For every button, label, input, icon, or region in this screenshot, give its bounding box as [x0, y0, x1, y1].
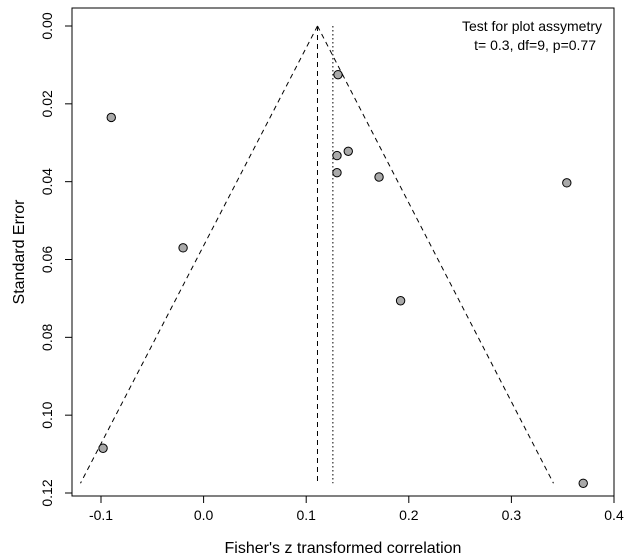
y-tick-label: 0.10	[39, 401, 55, 428]
y-axis-title: Standard Error	[11, 199, 28, 305]
annotation-title: Test for plot assymetry	[462, 18, 602, 34]
x-tick-label: 0.3	[502, 507, 522, 523]
x-tick-label: 0.4	[604, 507, 624, 523]
data-point	[333, 69, 343, 80]
y-tick-label: 0.06	[39, 246, 55, 273]
funnel-left-line	[80, 25, 318, 484]
x-tick-label: -0.1	[89, 507, 113, 523]
data-point	[395, 296, 406, 306]
funnel-right-line	[317, 25, 554, 484]
data-point	[332, 150, 342, 161]
x-tick-label: 0.0	[194, 507, 214, 523]
y-tick-label: 0.08	[39, 323, 55, 350]
x-axis-title: Fisher's z transformed correlation	[225, 540, 462, 557]
data-point	[106, 112, 116, 123]
annotation-stats: t= 0.3, df=9, p=0.77	[474, 37, 596, 53]
x-tick-label: 0.2	[399, 507, 419, 523]
plot-frame	[71, 7, 615, 497]
y-tick-label: 0.00	[39, 12, 55, 39]
plot-area: -0.1 0.0 0.1 0.2 0.3 0.4 0.00 0.02 0.04 0.06 0.08 0…	[39, 7, 624, 523]
data-point	[374, 172, 384, 182]
data-point	[562, 178, 572, 188]
y-tick-label: 0.12	[39, 479, 55, 506]
data-point	[343, 146, 353, 157]
data-point	[98, 443, 108, 453]
data-point	[332, 168, 342, 178]
data-point	[578, 478, 588, 488]
y-tick-label: 0.02	[39, 90, 55, 117]
y-tick-label: 0.04	[39, 168, 55, 195]
x-tick-label: 0.1	[296, 507, 316, 523]
data-point	[178, 243, 188, 253]
